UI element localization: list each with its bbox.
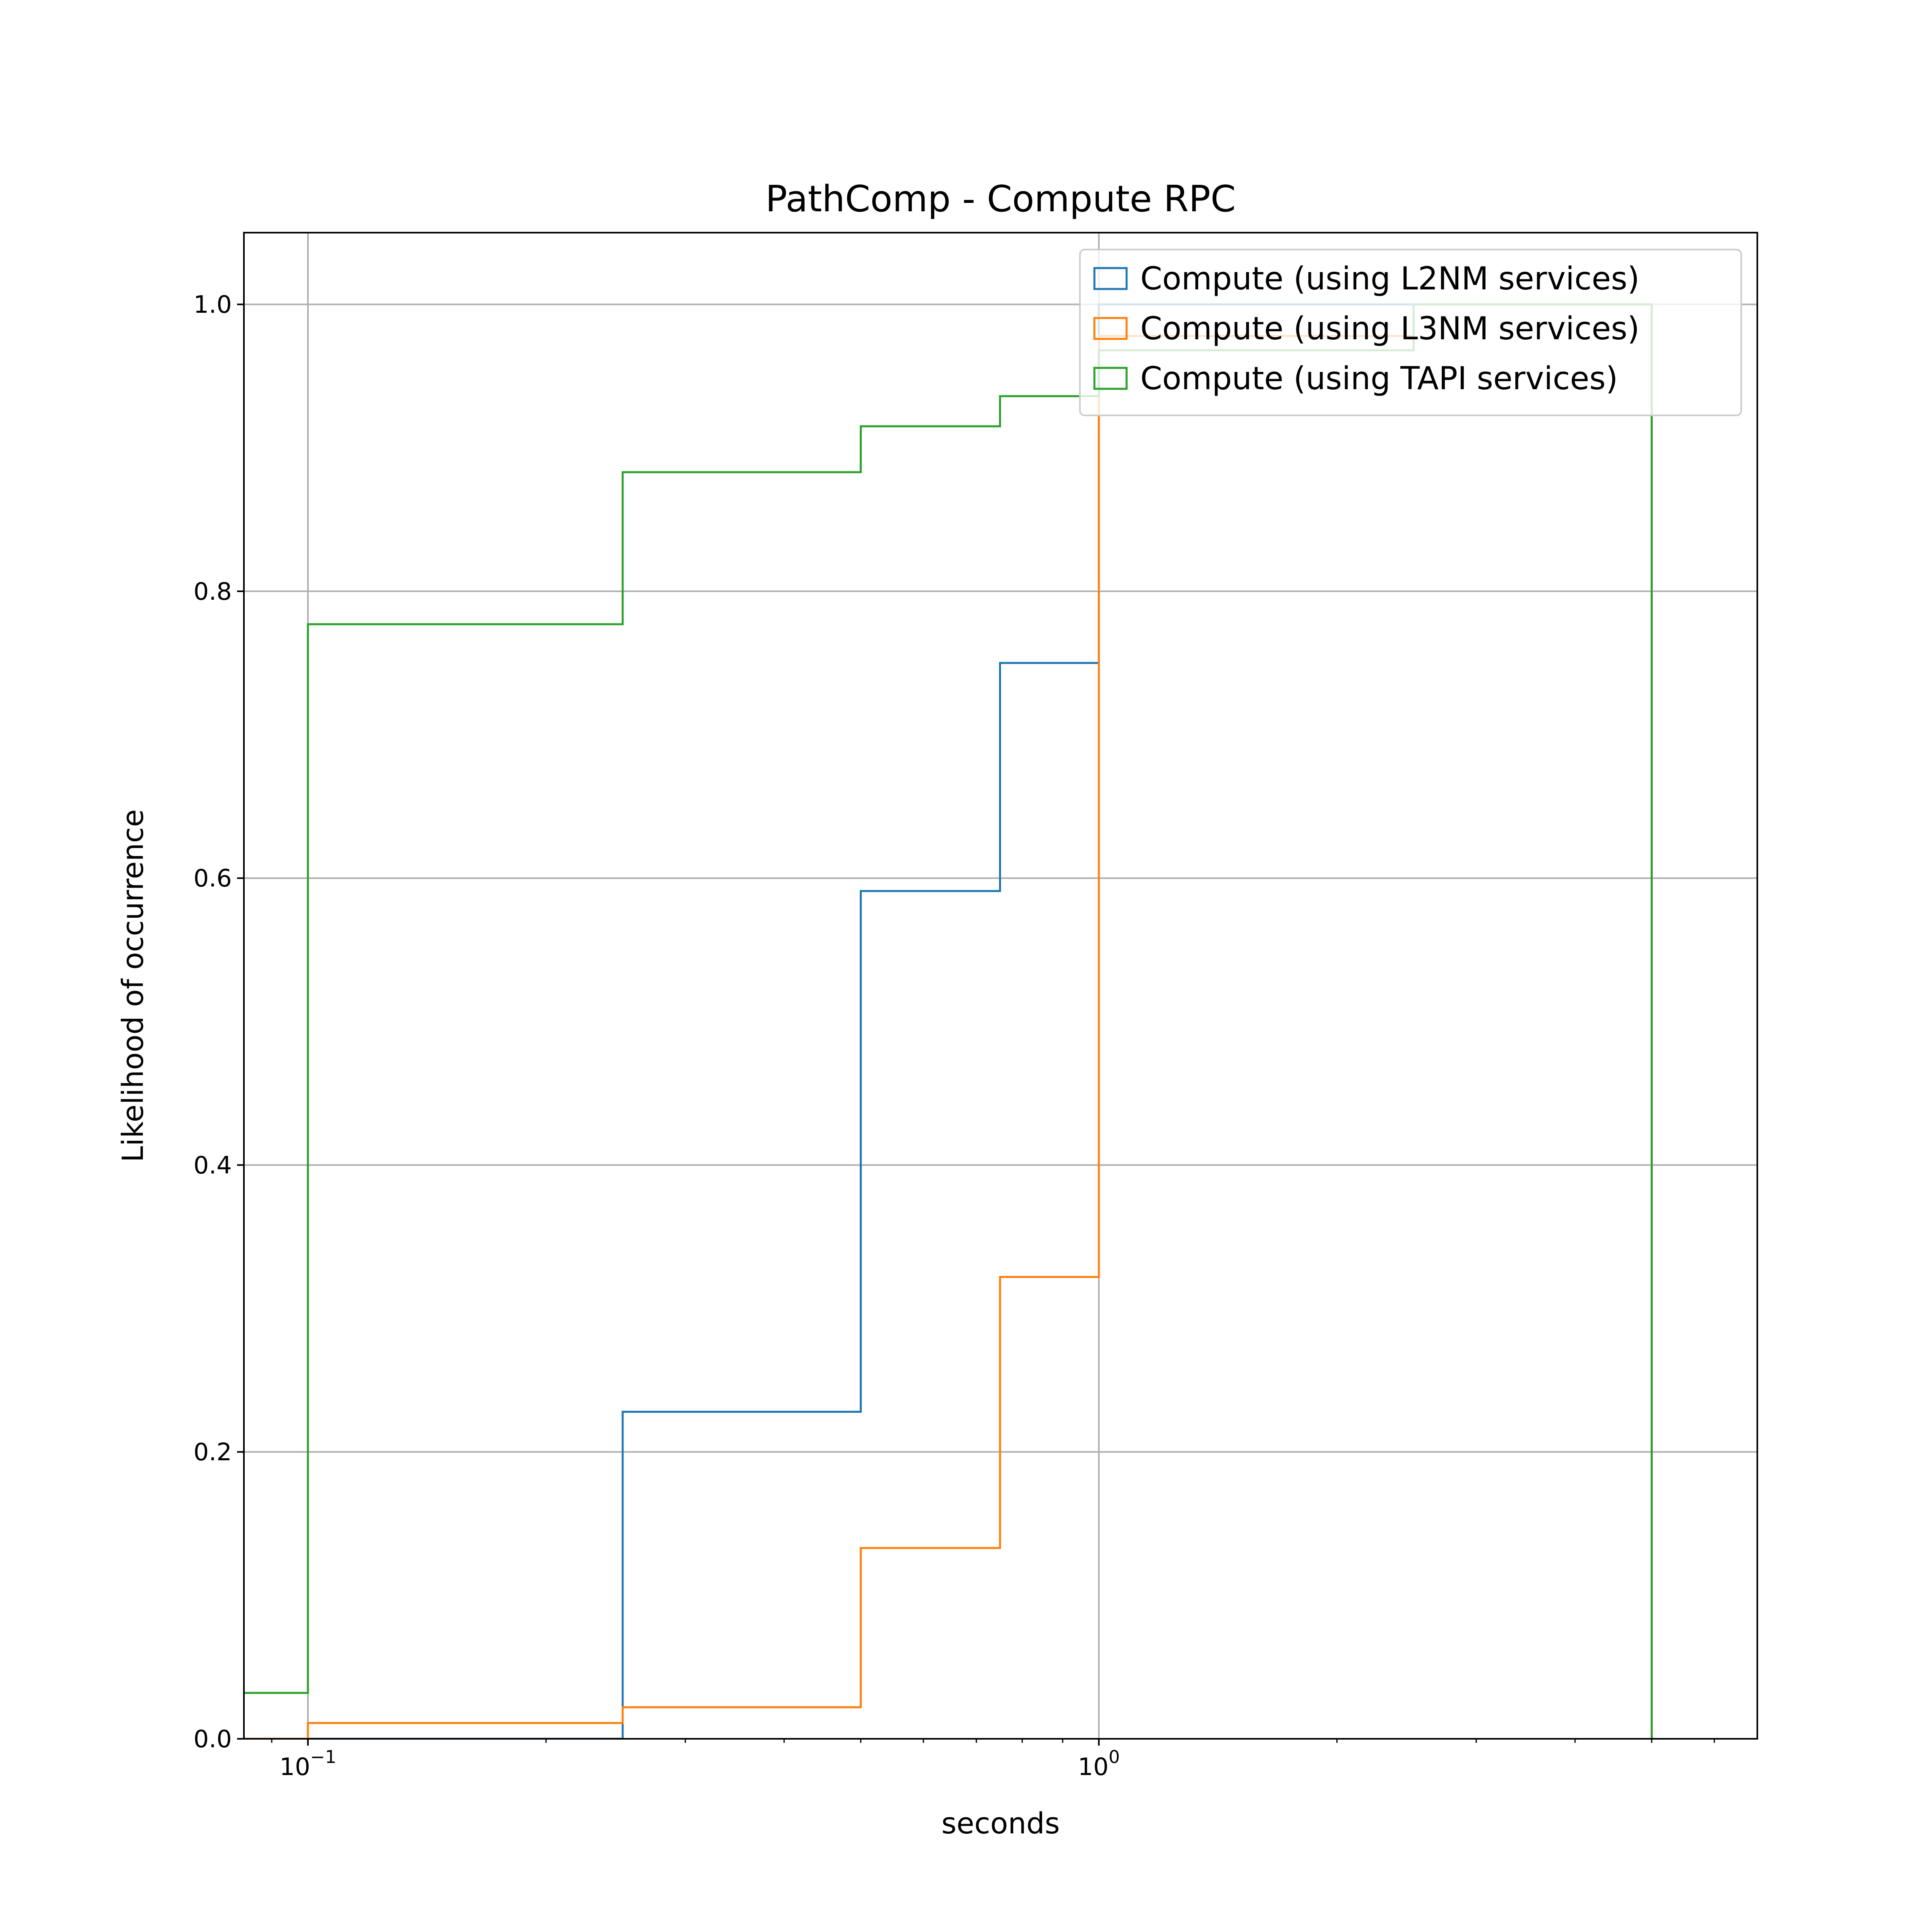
legend-swatch-2 — [1093, 317, 1128, 340]
legend-label-2: Compute (using L3NM services) — [1140, 311, 1639, 347]
y-tick-label: 0.8 — [194, 578, 232, 606]
axis-ticks: 0.0 0.2 0.4 0.6 0.8 1.0 10−1 100 — [194, 291, 1715, 1781]
legend-label-1: Compute (using L2NM services) — [1140, 261, 1639, 297]
x-axis-label: seconds — [941, 1806, 1060, 1840]
x-tick-label: 10−1 — [279, 1747, 336, 1781]
y-tick-label: 0.0 — [194, 1725, 232, 1753]
y-tick-label: 0.4 — [194, 1151, 232, 1179]
legend-label-3: Compute (using TAPI services) — [1140, 361, 1618, 397]
legend-swatch-3 — [1093, 367, 1128, 390]
legend-box — [1079, 249, 1742, 416]
y-tick-label: 0.2 — [194, 1438, 232, 1466]
plot-frame — [243, 232, 1758, 1740]
y-axis-label: Likelihood of occurrence — [116, 809, 150, 1162]
chart-title: PathComp - Compute RPC — [766, 178, 1236, 220]
y-tick-label: 0.6 — [194, 865, 232, 893]
y-tick-label: 1.0 — [194, 291, 232, 319]
legend: Compute (using L2NM services) Compute (us… — [1079, 249, 1742, 416]
legend-swatch-1 — [1093, 267, 1128, 290]
x-tick-label: 100 — [1078, 1747, 1120, 1781]
